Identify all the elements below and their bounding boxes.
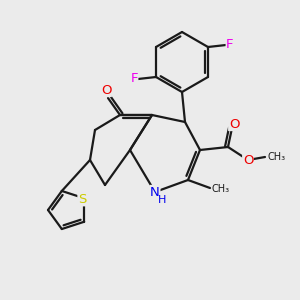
Text: O: O xyxy=(229,118,239,130)
Text: CH₃: CH₃ xyxy=(211,184,229,194)
Text: O: O xyxy=(101,83,111,97)
Text: F: F xyxy=(130,73,138,85)
Text: CH₃: CH₃ xyxy=(267,152,285,162)
Text: N: N xyxy=(150,185,160,199)
Text: H: H xyxy=(158,195,166,205)
Text: S: S xyxy=(78,193,86,206)
Text: O: O xyxy=(243,154,253,166)
Text: F: F xyxy=(226,38,234,52)
